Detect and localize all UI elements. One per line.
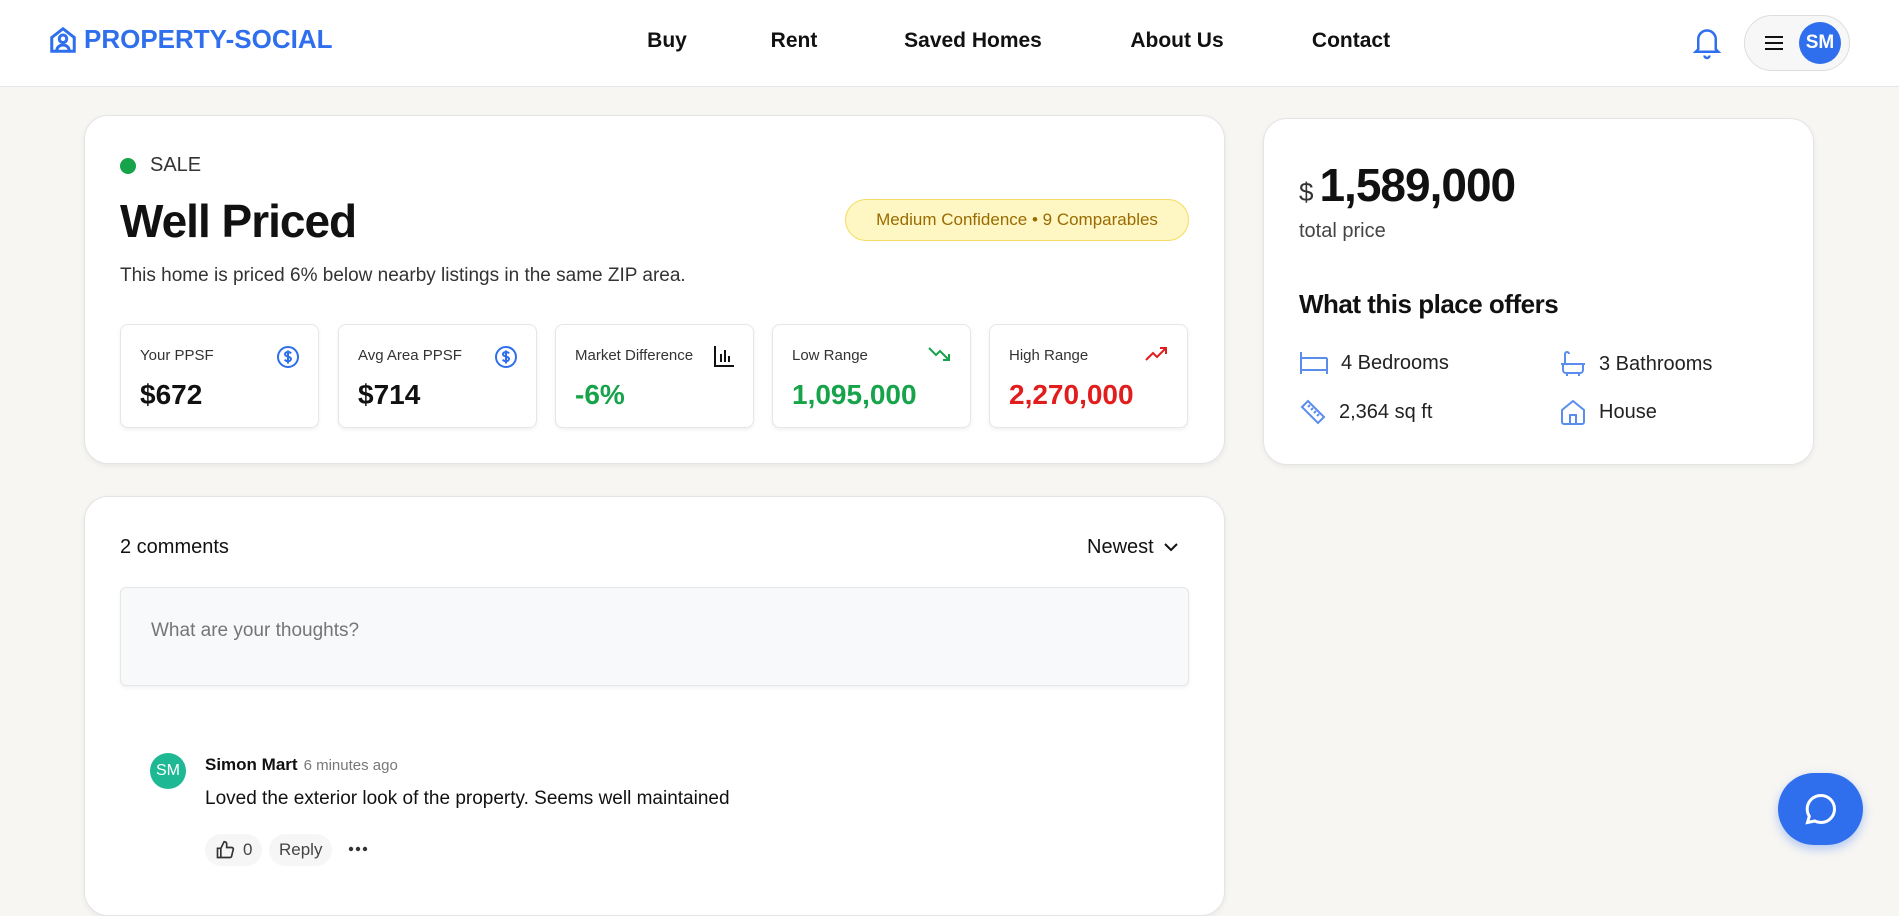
amenity-label: 3 Bathrooms bbox=[1599, 352, 1713, 375]
nav-about-us[interactable]: About Us bbox=[1130, 29, 1224, 52]
stat-value: 2,270,000 bbox=[1009, 379, 1134, 410]
comment-author[interactable]: Simon Mart bbox=[205, 755, 298, 774]
stat-your-ppsf: Your PPSF $672 bbox=[120, 324, 319, 428]
logo-icon bbox=[50, 26, 76, 53]
amenity-bedrooms: 4 Bedrooms bbox=[1299, 350, 1449, 376]
stat-value: -6% bbox=[575, 379, 625, 410]
trending-down-icon bbox=[928, 347, 950, 361]
hamburger-icon bbox=[1765, 36, 1783, 50]
dollar-circle-icon bbox=[495, 346, 517, 368]
stat-avg-area-ppsf: Avg Area PPSF $714 bbox=[338, 324, 537, 428]
sort-value: Newest bbox=[1087, 536, 1154, 558]
amenity-label: 2,364 sq ft bbox=[1339, 400, 1433, 423]
logo[interactable]: PROPERTY-SOCIAL bbox=[48, 24, 332, 55]
nav-contact[interactable]: Contact bbox=[1311, 29, 1391, 52]
stat-label: Avg Area PPSF bbox=[358, 347, 462, 364]
page-title: Well Priced bbox=[120, 195, 357, 247]
stat-label: Your PPSF bbox=[140, 347, 214, 364]
logo-text: PROPERTY-SOCIAL bbox=[84, 24, 333, 54]
chat-bubble-icon bbox=[1804, 793, 1836, 825]
nav-buy[interactable]: Buy bbox=[647, 29, 687, 52]
stat-low-range: Low Range 1,095,000 bbox=[772, 324, 971, 428]
stat-value: $672 bbox=[140, 379, 203, 410]
amenity-area: 2,364 sq ft bbox=[1299, 398, 1432, 426]
dollar-circle-icon bbox=[277, 346, 299, 368]
listing-type: SALE bbox=[150, 154, 202, 176]
price-caption: total price bbox=[1299, 220, 1386, 242]
nav-saved-homes[interactable]: Saved Homes bbox=[904, 29, 1042, 52]
stat-market-difference: Market Difference -6% bbox=[555, 324, 754, 428]
top-nav: PROPERTY-SOCIAL Buy Rent Saved Homes Abo… bbox=[0, 0, 1899, 87]
comments-count: 2 comments bbox=[120, 536, 229, 558]
stat-label: Low Range bbox=[792, 347, 868, 364]
avatar: SM bbox=[1799, 22, 1841, 64]
sort-dropdown[interactable]: Newest bbox=[1087, 536, 1178, 559]
bed-icon bbox=[1300, 352, 1328, 374]
amenity-bathrooms: 3 Bathrooms bbox=[1559, 350, 1712, 378]
trending-up-icon bbox=[1145, 347, 1167, 361]
confidence-badge: Medium Confidence • 9 Comparables bbox=[845, 199, 1189, 241]
amenity-label: 4 Bedrooms bbox=[1341, 351, 1449, 374]
thumbs-up-icon bbox=[216, 840, 235, 859]
user-menu-button[interactable]: SM bbox=[1744, 15, 1850, 71]
status-dot bbox=[120, 158, 136, 174]
bell-icon[interactable] bbox=[1692, 25, 1722, 61]
house-icon bbox=[1561, 399, 1585, 425]
stat-value: $714 bbox=[358, 379, 421, 410]
currency: $ bbox=[1299, 177, 1314, 207]
amenity-label: House bbox=[1599, 400, 1657, 423]
offers-title: What this place offers bbox=[1299, 289, 1559, 319]
bath-icon bbox=[1561, 351, 1585, 376]
stat-high-range: High Range 2,270,000 bbox=[989, 324, 1188, 428]
valuation-description: This home is priced 6% below nearby list… bbox=[120, 265, 686, 286]
comment-text: Loved the exterior look of the property.… bbox=[205, 788, 730, 809]
price-card bbox=[1263, 118, 1814, 465]
price-amount: 1,589,000 bbox=[1319, 159, 1516, 211]
reply-button[interactable]: Reply bbox=[269, 834, 333, 866]
bar-chart-icon bbox=[714, 346, 734, 367]
stat-label: High Range bbox=[1009, 347, 1089, 364]
stat-label: Market Difference bbox=[575, 347, 694, 364]
ruler-icon bbox=[1300, 399, 1326, 425]
like-button[interactable]: 0 bbox=[205, 834, 263, 866]
nav-rent[interactable]: Rent bbox=[770, 29, 818, 52]
total-price: $ 1,589,000 bbox=[1299, 158, 1516, 212]
chat-button[interactable] bbox=[1778, 773, 1863, 845]
more-options-icon[interactable] bbox=[348, 846, 368, 852]
stat-value: 1,095,000 bbox=[792, 379, 917, 410]
amenity-type: House bbox=[1559, 398, 1657, 426]
comment-time: 6 minutes ago bbox=[303, 757, 398, 774]
comment-input[interactable] bbox=[120, 587, 1189, 686]
commenter-avatar: SM bbox=[150, 753, 186, 789]
chevron-down-icon bbox=[1163, 543, 1178, 552]
like-count: 0 bbox=[243, 840, 253, 859]
